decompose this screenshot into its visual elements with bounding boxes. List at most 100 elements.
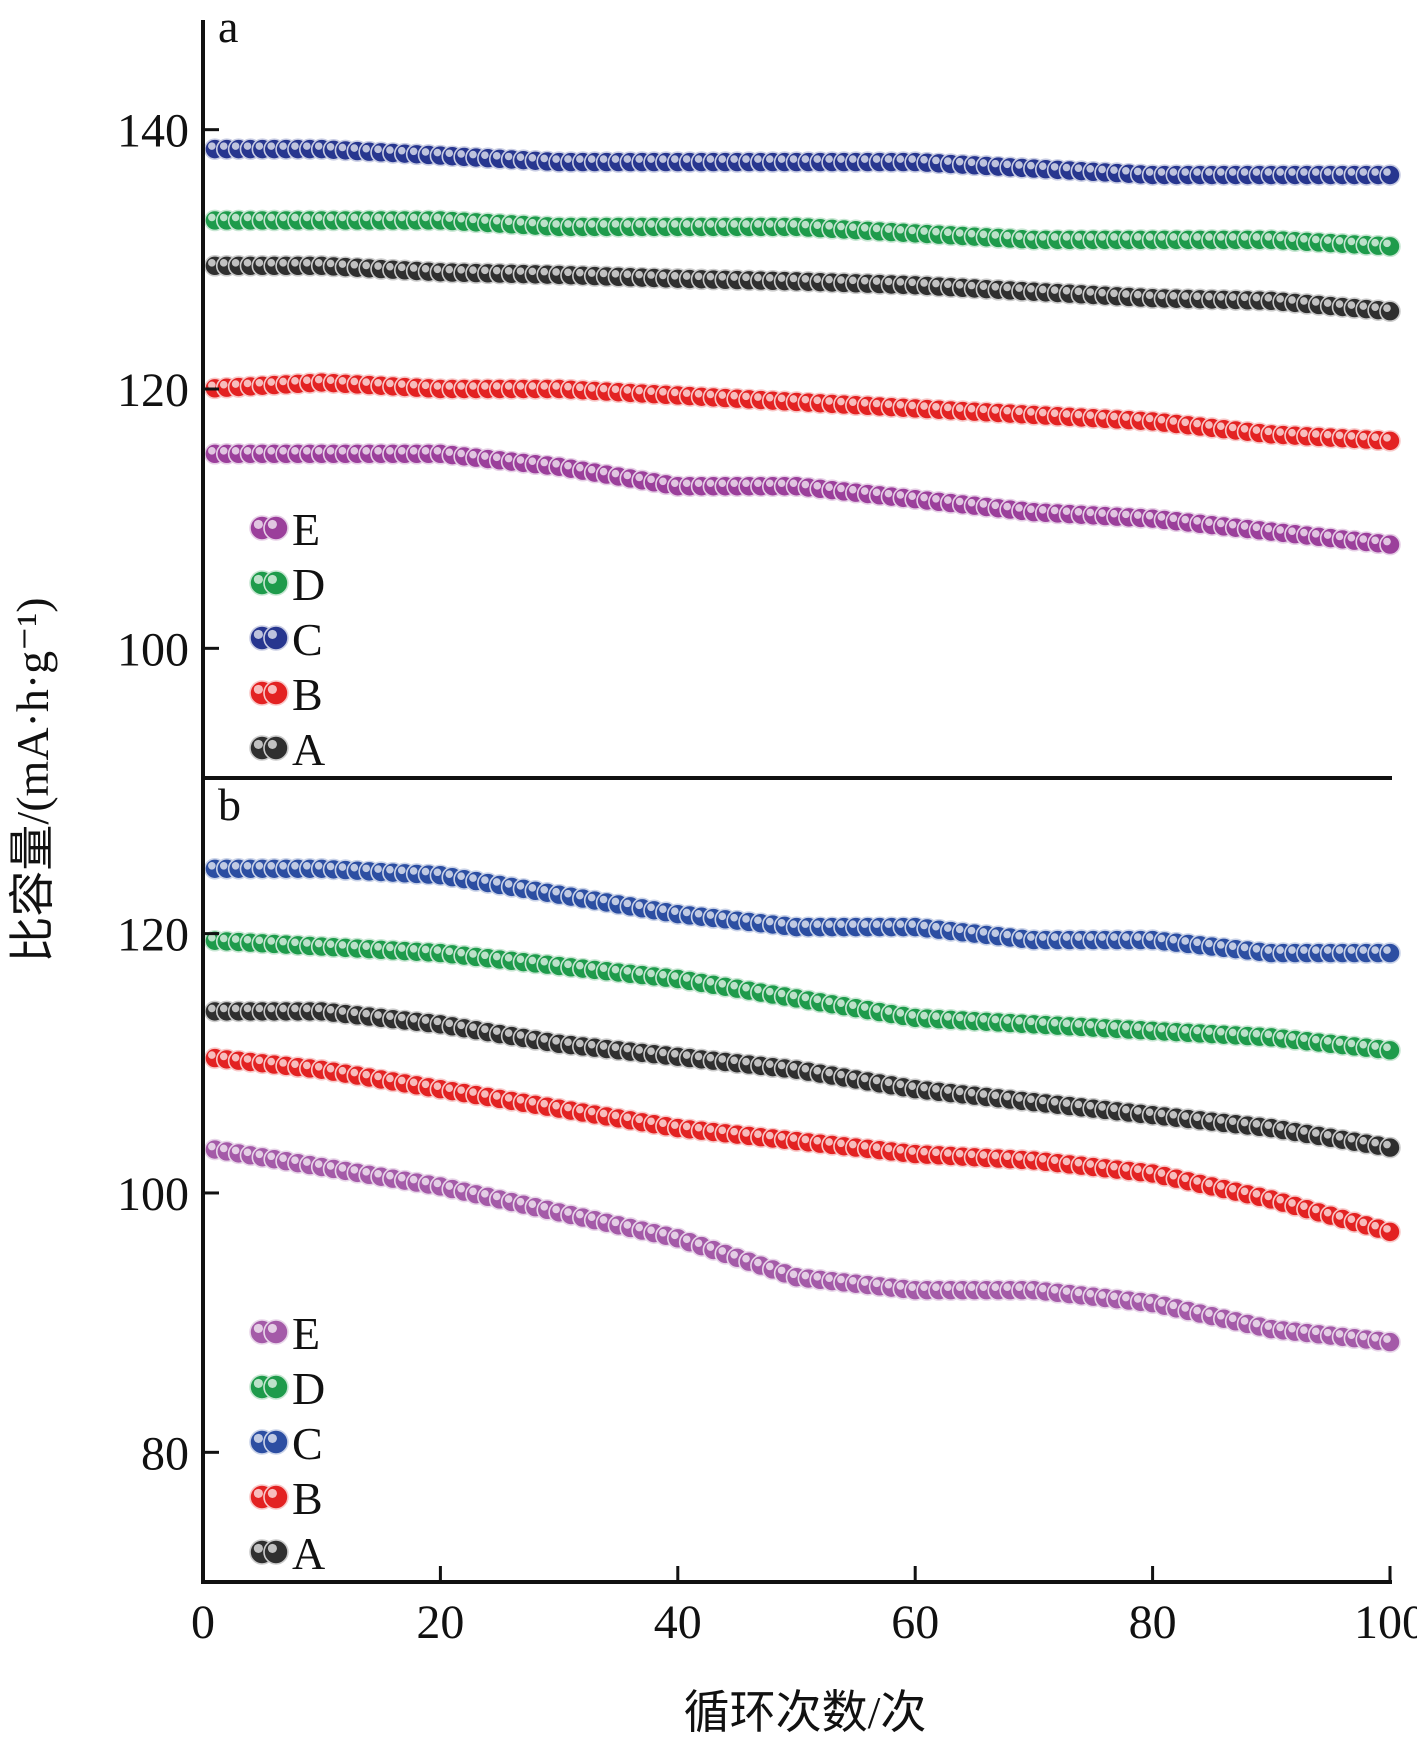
marker-B-cycle-86-highlight (1217, 1182, 1225, 1190)
marker-A-cycle-90-highlight (1264, 1121, 1273, 1129)
marker-E-cycle-68-highlight (1003, 1283, 1011, 1292)
marker-E-cycle-46-highlight (742, 1254, 750, 1263)
marker-C-cycle-78-highlight (1122, 933, 1130, 941)
marker-B-cycle-15-highlight (374, 378, 382, 387)
marker-E-cycle-95-highlight (1323, 531, 1332, 539)
marker-A-cycle-8-highlight (291, 259, 299, 267)
marker-E-cycle-83-highlight (1181, 515, 1190, 524)
marker-D-cycle-78-highlight (1122, 233, 1130, 241)
marker-E-cycle-25-highlight (492, 1192, 501, 1201)
marker-E-cycle-69-highlight (1015, 504, 1023, 512)
marker-A-cycle-18-highlight (409, 264, 418, 272)
marker-C-cycle-76-highlight (1098, 165, 1106, 174)
marker-E-cycle-73-highlight (1062, 507, 1071, 515)
marker-B-cycle-61-highlight (920, 1147, 928, 1156)
marker-B-cycle-39-highlight (659, 1119, 667, 1127)
series-C-panel-a (204, 138, 1401, 186)
marker-D-cycle-7-highlight (279, 213, 287, 222)
marker-B-cycle-10-highlight (314, 1062, 323, 1071)
x-tick-label: 80 (1129, 1596, 1177, 1649)
marker-E-cycle-60-highlight (908, 1283, 916, 1292)
marker-D-cycle-57-highlight (872, 1005, 881, 1013)
marker-C-cycle-61-highlight (920, 921, 928, 930)
marker-D-cycle-1-highlight (208, 933, 216, 942)
marker-B-cycle-69-highlight (1015, 1153, 1023, 1161)
marker-C-cycle-56-highlight (860, 920, 869, 928)
marker-D-cycle-36-highlight (623, 220, 632, 228)
y-tick-label: 100 (117, 623, 189, 676)
marker-D-cycle-64-highlight (955, 229, 964, 237)
marker-A-cycle-96-highlight (1335, 1133, 1344, 1141)
marker-D-cycle-62-highlight (932, 227, 940, 236)
marker-C-cycle-29-highlight (540, 885, 549, 894)
marker-A-cycle-58-highlight (884, 1078, 893, 1087)
marker-A-cycle-55-highlight (849, 276, 857, 285)
marker-A-cycle-85-highlight (1205, 292, 1213, 301)
legend-marker-B-pair-highlight (267, 1488, 277, 1498)
marker-E-cycle-86-highlight (1217, 519, 1225, 528)
marker-C-cycle-69-highlight (1015, 932, 1023, 940)
marker-E-cycle-77-highlight (1110, 509, 1118, 518)
marker-E-cycle-70-highlight (1027, 505, 1035, 513)
series-D-panel-b (204, 929, 1401, 1062)
marker-B-cycle-76-highlight (1098, 1161, 1106, 1170)
marker-C-cycle-73-highlight (1062, 933, 1071, 941)
marker-C-cycle-7-highlight (279, 861, 287, 870)
marker-A-cycle-29-highlight (540, 267, 549, 276)
marker-C-cycle-77-highlight (1110, 933, 1118, 941)
marker-A-cycle-52-highlight (813, 275, 822, 283)
marker-A-cycle-1-highlight (208, 1004, 216, 1013)
marker-E-cycle-8-highlight (291, 1156, 299, 1164)
marker-C-cycle-81-highlight (1157, 168, 1166, 176)
marker-B-cycle-77-highlight (1110, 412, 1118, 421)
marker-C-cycle-27-highlight (516, 882, 525, 890)
marker-C-cycle-68-highlight (1003, 930, 1011, 939)
marker-D-cycle-58-highlight (884, 225, 893, 233)
marker-B-cycle-57-highlight (872, 399, 881, 408)
marker-D-cycle-10-highlight (314, 939, 323, 948)
marker-E-cycle-18-highlight (409, 1175, 418, 1184)
marker-C-cycle-55-highlight (849, 155, 857, 163)
marker-D-cycle-49-highlight (777, 989, 786, 998)
legend-marker-D-highlight (253, 1378, 263, 1388)
marker-D-cycle-98-highlight (1359, 1040, 1368, 1049)
panel-a (204, 138, 1401, 556)
marker-B-cycle-51-highlight (801, 1135, 810, 1144)
marker-E-cycle-78-highlight (1122, 1293, 1130, 1302)
marker-D-cycle-38-highlight (647, 220, 655, 228)
marker-D-cycle-42-highlight (694, 220, 703, 228)
marker-C-cycle-34-highlight (599, 155, 608, 163)
marker-A-cycle-32-highlight (576, 1039, 584, 1048)
marker-B-cycle-7-highlight (279, 377, 287, 386)
marker-B-cycle-17-highlight (397, 380, 406, 388)
marker-E-cycle-33-highlight (587, 1213, 596, 1221)
marker-E-cycle-45-highlight (730, 1251, 738, 1259)
marker-D-cycle-20-highlight (433, 946, 442, 954)
marker-E-cycle-81-highlight (1157, 1298, 1166, 1307)
legend-label-D: D (292, 1363, 325, 1414)
marker-B-cycle-27-highlight (516, 382, 525, 390)
marker-E-cycle-55-highlight (849, 1276, 857, 1285)
marker-D-cycle-73-highlight (1062, 233, 1071, 241)
marker-A-cycle-81-highlight (1157, 1109, 1166, 1118)
marker-A-cycle-53-highlight (825, 275, 833, 284)
marker-B-cycle-43-highlight (706, 1125, 715, 1133)
marker-E-cycle-32-highlight (576, 1210, 584, 1219)
marker-A-cycle-32-highlight (576, 268, 584, 277)
marker-B-cycle-48-highlight (765, 1131, 774, 1140)
marker-D-cycle-61-highlight (920, 227, 928, 235)
marker-E-cycle-69-highlight (1015, 1283, 1023, 1292)
marker-B-cycle-18-highlight (409, 380, 418, 389)
marker-B-cycle-1-highlight (208, 1051, 216, 1059)
marker-E-cycle-57-highlight (872, 488, 881, 497)
marker-A-cycle-29-highlight (540, 1035, 549, 1043)
marker-D-cycle-68-highlight (1003, 231, 1011, 240)
marker-D-cycle-8-highlight (291, 938, 299, 947)
marker-B-cycle-47-highlight (754, 1130, 762, 1139)
marker-E-cycle-5-highlight (255, 447, 264, 455)
marker-B-cycle-51-highlight (801, 395, 810, 404)
marker-A-cycle-30-highlight (552, 268, 560, 276)
marker-A-cycle-44-highlight (718, 1055, 727, 1063)
legend-marker-C-pair (263, 1429, 289, 1455)
marker-A-cycle-7-highlight (279, 1004, 287, 1013)
